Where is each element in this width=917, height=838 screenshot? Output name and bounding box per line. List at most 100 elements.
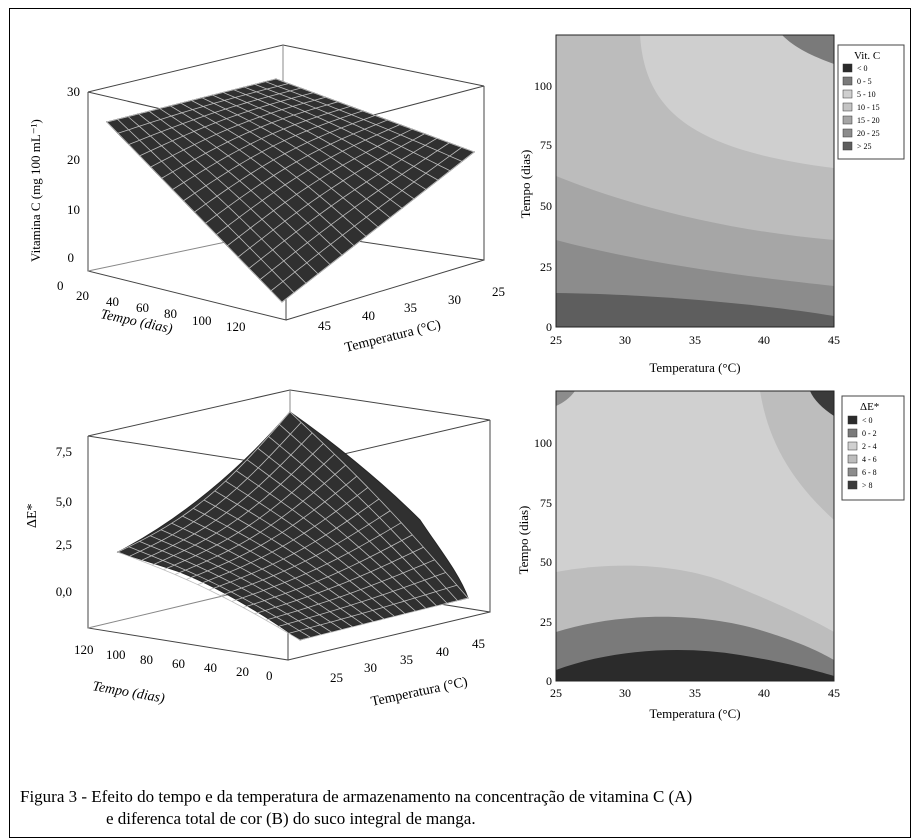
z-ticks-a: 30 20 10 0 <box>67 84 80 265</box>
mesh-line <box>270 147 462 292</box>
contour-frame-b <box>555 390 835 682</box>
y-tick: 100 <box>534 79 552 93</box>
y-ticks-b: 100 75 50 25 0 <box>534 79 552 334</box>
z-tick: 2,5 <box>56 537 72 552</box>
legend-a: Vit. C < 0 0 - 5 5 - 10 10 - 15 15 - 20 20 - … <box>837 44 905 160</box>
y-tick: 0 <box>546 320 552 334</box>
mesh-line <box>244 86 439 181</box>
x-label-b: Temperatura (°C) <box>649 360 740 375</box>
x-tick: 40 <box>204 660 217 675</box>
legend-swatch <box>847 441 858 451</box>
mesh-line <box>277 572 446 628</box>
x-tick: 25 <box>550 686 562 700</box>
legend-entry: < 0 <box>857 64 868 73</box>
y-tick: 30 <box>448 292 461 307</box>
z-tick: 7,5 <box>56 444 72 459</box>
y-ticks-a: 25 30 35 40 45 <box>318 284 505 333</box>
caption-line-1: Figura 3 - Efeito do tempo e da temperat… <box>20 787 693 806</box>
mesh-line <box>289 411 469 599</box>
contour-band-gt8 <box>810 391 834 416</box>
z-tick: 10 <box>67 202 80 217</box>
legend-swatch <box>842 141 853 151</box>
x-ticks-b: 25 30 35 40 45 <box>550 333 840 347</box>
figure-caption: Figura 3 - Efeito do tempo e da temperat… <box>20 786 900 830</box>
x-tick: 40 <box>758 333 770 347</box>
mesh-line <box>248 137 438 269</box>
x-tick: 40 <box>758 686 770 700</box>
y-tick: 45 <box>318 318 331 333</box>
z-tick: 30 <box>67 84 80 99</box>
y-label-c: Temperatura (°C) <box>370 675 470 710</box>
mesh-line <box>268 436 448 604</box>
origin-tick-a: 0 <box>57 278 64 293</box>
y-tick: 40 <box>362 308 375 323</box>
x-ticks-c: 120 100 80 60 40 20 0 <box>74 642 273 683</box>
legend-swatch <box>842 128 853 138</box>
mesh-line <box>275 78 475 153</box>
legend-entry: 5 - 10 <box>857 90 876 99</box>
mesh-line <box>231 522 402 602</box>
legend-swatch <box>842 76 853 86</box>
x-tick: 45 <box>828 333 840 347</box>
mesh-line <box>265 559 435 621</box>
mesh-line <box>259 142 450 280</box>
legend-entry: 15 - 20 <box>857 116 880 125</box>
surface-b: 7,5 5,0 2,5 0,0 120 100 80 60 40 20 0 Te… <box>25 389 491 710</box>
mesh-line <box>214 490 395 617</box>
x-tick: 20 <box>236 664 249 679</box>
y-tick: 45 <box>472 636 485 651</box>
surface-a: 30 20 10 0 0 20 40 60 80 100 120 Tempo (… <box>28 44 505 356</box>
mesh-line <box>194 115 376 213</box>
legend-swatch <box>847 480 858 490</box>
surface-mesh-a <box>106 78 476 303</box>
x-tick: 20 <box>76 288 89 303</box>
contour-band-0-5 <box>782 35 834 64</box>
mesh-line <box>236 470 416 612</box>
contour-band-gt25 <box>556 293 834 327</box>
y-tick: 35 <box>400 652 413 667</box>
legend-entry: 20 - 25 <box>857 129 880 138</box>
mesh-line <box>265 81 463 162</box>
x-tick: 60 <box>172 656 185 671</box>
z-label-c: ΔE* <box>25 503 40 528</box>
contour-b: 100 75 50 25 0 25 30 35 40 45 Temperatur… <box>516 390 905 721</box>
caption-line-2: e diferenca total de cor (B) do suco int… <box>106 809 476 828</box>
surface-grid-a <box>106 78 475 303</box>
box-front-a <box>285 259 485 321</box>
contour-band-6-8 <box>556 391 575 406</box>
y-tick: 25 <box>492 284 505 299</box>
x-tick: 40 <box>106 294 119 309</box>
x-ticks-a: 20 40 60 80 100 120 <box>76 288 246 334</box>
x-tick: 45 <box>828 686 840 700</box>
y-tick: 0 <box>546 674 552 688</box>
legend-b: ΔE* < 0 0 - 2 2 - 4 4 - 6 6 - 8 > 8 <box>841 395 905 501</box>
x-label-c: Tempo (dias) <box>91 679 166 707</box>
x-tick: 30 <box>619 686 631 700</box>
legend-swatch <box>842 102 853 112</box>
legend-entry: 6 - 8 <box>862 468 877 477</box>
mesh-line <box>278 423 458 601</box>
legend-swatch <box>842 63 853 73</box>
contour-band-4-6 <box>760 391 834 520</box>
y-tick: 25 <box>330 670 343 685</box>
legend-entry: > 8 <box>862 481 873 490</box>
z-tick: 20 <box>67 152 80 167</box>
mesh-line <box>225 480 406 615</box>
box-front-b <box>287 611 491 661</box>
legend-title: Vit. C <box>854 50 880 62</box>
x-tick: 60 <box>136 300 149 315</box>
x-ticks-d: 25 30 35 40 45 <box>550 686 840 700</box>
mesh-line <box>238 133 425 258</box>
mesh-line <box>205 119 388 224</box>
y-tick: 25 <box>540 260 552 274</box>
x-tick: 35 <box>689 686 701 700</box>
y-tick: 35 <box>404 300 417 315</box>
z-tick: 5,0 <box>56 494 72 509</box>
mesh-line <box>208 498 380 591</box>
mesh-line <box>233 89 427 190</box>
legend-swatch <box>847 415 858 425</box>
x-tick: 35 <box>689 333 701 347</box>
mesh-line <box>254 84 451 172</box>
y-tick: 50 <box>540 555 552 569</box>
